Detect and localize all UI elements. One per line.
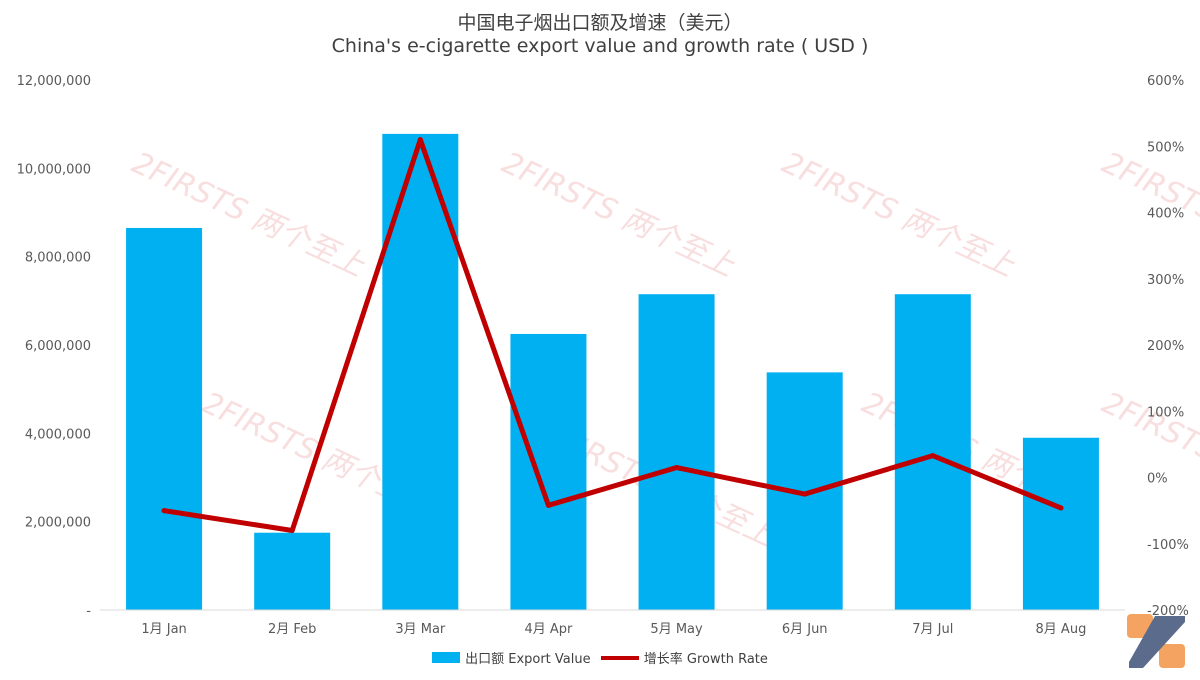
bar-export-value — [638, 294, 715, 610]
y-right-tick-label: 300% — [1147, 273, 1184, 288]
y-left-tick-label: 2,000,000 — [25, 516, 91, 531]
legend-label-export-value: 出口额 Export Value — [465, 652, 591, 667]
y-right-tick-label: 0% — [1147, 472, 1168, 487]
x-tick-label: 2月 Feb — [268, 622, 316, 637]
x-tick-label: 3月 Mar — [395, 622, 446, 637]
y-right-tick-label: 100% — [1147, 405, 1184, 420]
point-growth-rate — [161, 508, 167, 514]
legend-label-growth-rate: 增长率 Growth Rate — [643, 652, 768, 667]
y-right-tick-label: -200% — [1147, 604, 1189, 619]
point-growth-rate — [545, 502, 551, 508]
point-growth-rate — [802, 491, 808, 497]
bar-export-value — [126, 227, 203, 611]
chart-subtitle: China's e-cigarette export value and gro… — [331, 35, 869, 57]
point-growth-rate — [674, 465, 680, 471]
x-tick-label: 7月 Jul — [912, 622, 953, 637]
x-tick-label: 8月 Aug — [1036, 622, 1087, 637]
chart-legend: 出口额 Export Value 增长率 Growth Rate — [0, 648, 1200, 667]
watermark-text: 2FIRSTS 两个至上 — [777, 146, 1021, 285]
legend-swatch-bar — [432, 652, 461, 663]
y-left-tick-label: 4,000,000 — [25, 427, 91, 442]
y-right-tick-label: 600% — [1147, 74, 1184, 89]
bar-export-value — [1022, 437, 1099, 610]
x-tick-label: 1月 Jan — [141, 622, 186, 637]
x-tick-label: 4月 Apr — [524, 622, 573, 637]
bar-export-value — [894, 294, 971, 610]
chart-title: 中国电子烟出口额及增速（美元） — [457, 12, 743, 34]
y-right-tick-label: 200% — [1147, 339, 1184, 354]
x-tick-label: 5月 May — [650, 622, 703, 637]
bar-export-value — [766, 372, 843, 610]
point-growth-rate — [1058, 505, 1064, 511]
y-left-tick-label: 12,000,000 — [17, 74, 91, 89]
y-left-tick-label: - — [86, 604, 91, 619]
y-left-tick-label: 10,000,000 — [17, 162, 91, 177]
y-left-tick-label: 8,000,000 — [25, 251, 91, 266]
legend-swatch-line — [600, 655, 639, 660]
point-growth-rate — [289, 528, 295, 533]
line-growth-rate — [161, 137, 1064, 533]
y-right-tick-label: 400% — [1147, 207, 1184, 222]
y-left-tick-label: 6,000,000 — [25, 339, 91, 354]
bar-export-value — [254, 532, 331, 610]
y-right-tick-label: 500% — [1147, 140, 1184, 155]
2firsts-logo-icon — [1127, 614, 1185, 668]
point-growth-rate — [417, 137, 423, 143]
x-tick-label: 6月 Jun — [782, 622, 828, 637]
y-right-tick-label: -100% — [1147, 538, 1189, 553]
watermark-text: 2FIRSTS 两个至上 — [497, 146, 741, 285]
bar-export-value — [510, 333, 587, 610]
legend-item-export-value: 出口额 Export Value — [432, 648, 591, 667]
point-growth-rate — [930, 453, 936, 459]
bar-export-value — [382, 133, 459, 610]
legend-item-growth-rate: 增长率 Growth Rate — [600, 648, 768, 667]
